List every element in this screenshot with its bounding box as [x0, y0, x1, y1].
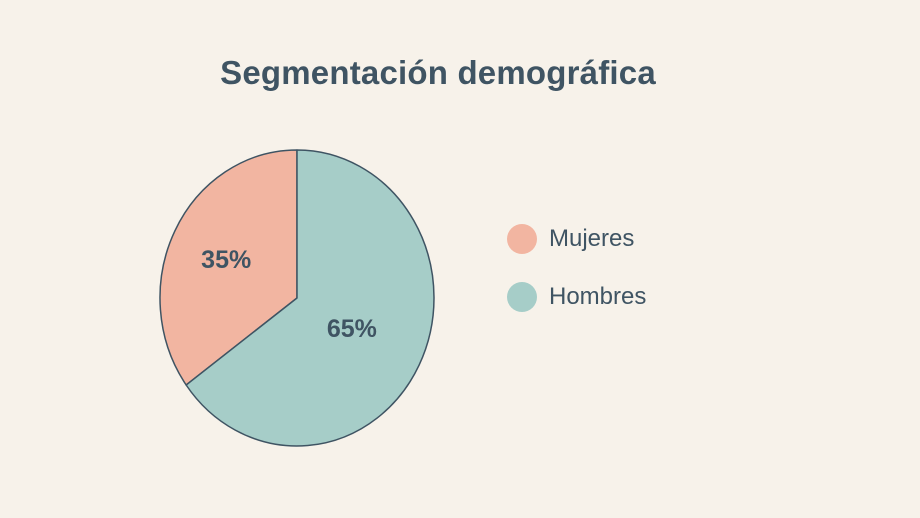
pie-slice-label-hombres: 65%: [327, 315, 377, 343]
legend-swatch-mujeres: [507, 224, 537, 254]
legend-label-mujeres: Mujeres: [549, 225, 635, 252]
chart-legend: Mujeres Hombres: [507, 221, 646, 337]
legend-item-mujeres: Mujeres: [507, 221, 646, 257]
pie-slice-label-mujeres: 35%: [201, 246, 251, 274]
pie-slice-hombres: [185, 149, 435, 447]
legend-swatch-hombres: [507, 282, 537, 312]
pie-slice-mujeres: [159, 149, 298, 386]
legend-item-hombres: Hombres: [507, 279, 646, 315]
legend-label-hombres: Hombres: [549, 283, 647, 310]
chart-title: Segmentación demográfica: [220, 54, 656, 91]
